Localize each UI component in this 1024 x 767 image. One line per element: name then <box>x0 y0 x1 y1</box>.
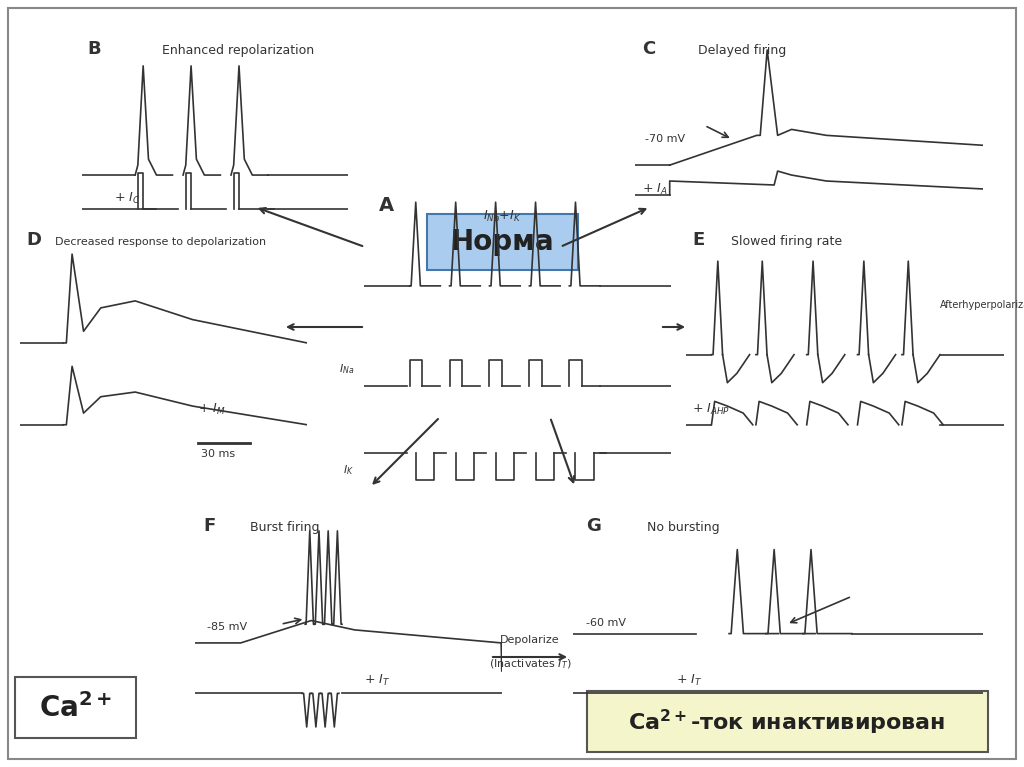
Text: $+\ I_A$: $+\ I_A$ <box>642 182 668 196</box>
Text: B: B <box>87 40 101 58</box>
Text: No bursting: No bursting <box>647 521 720 534</box>
Text: A: A <box>379 196 394 215</box>
FancyBboxPatch shape <box>587 691 988 752</box>
Text: F: F <box>204 517 216 535</box>
Text: Afterhyperpolarization: Afterhyperpolarization <box>940 300 1024 310</box>
Text: -70 mV: -70 mV <box>645 134 685 144</box>
Text: Burst firing: Burst firing <box>250 521 319 534</box>
Text: 30 ms: 30 ms <box>201 449 236 459</box>
Text: (Inactivates $I_T$): (Inactivates $I_T$) <box>488 657 571 670</box>
Text: -85 mV: -85 mV <box>207 622 247 632</box>
Text: $I_{K}$: $I_{K}$ <box>343 463 354 477</box>
Text: $+\ I_T$: $+\ I_T$ <box>676 673 702 688</box>
Text: G: G <box>586 517 601 535</box>
Text: $\mathbf{Ca^{2+}}$: $\mathbf{Ca^{2+}}$ <box>40 693 113 723</box>
Text: Slowed firing rate: Slowed firing rate <box>730 235 842 248</box>
Text: Enhanced repolarization: Enhanced repolarization <box>162 44 314 57</box>
Text: $+\ I_{AHP}$: $+\ I_{AHP}$ <box>692 402 730 417</box>
Text: -60 mV: -60 mV <box>586 618 626 628</box>
Text: C: C <box>642 40 655 58</box>
Text: Delayed firing: Delayed firing <box>697 44 785 57</box>
Text: Decreased response to depolarization: Decreased response to depolarization <box>55 237 266 247</box>
Text: Норма: Норма <box>451 228 554 256</box>
FancyBboxPatch shape <box>427 214 578 270</box>
Text: $\mathbf{Ca^{2+}}$-ток инактивирован: $\mathbf{Ca^{2+}}$-ток инактивирован <box>629 707 946 736</box>
Text: $+\ I_M$: $+\ I_M$ <box>199 402 225 417</box>
Text: $I_{Na}$: $I_{Na}$ <box>339 363 354 377</box>
FancyBboxPatch shape <box>15 677 136 738</box>
Text: E: E <box>692 231 705 249</box>
Text: $+\ I_C$: $+\ I_C$ <box>114 191 140 206</box>
Text: $I_{Na}$+$I_{K}$: $I_{Na}$+$I_{K}$ <box>482 209 521 224</box>
Text: Depolarize: Depolarize <box>500 635 560 645</box>
Text: D: D <box>27 231 41 249</box>
Text: $+\ I_T$: $+\ I_T$ <box>364 673 390 688</box>
